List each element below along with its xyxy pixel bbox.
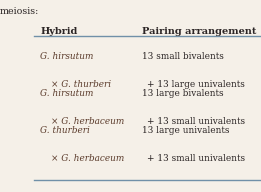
Text: + 13 small univalents: + 13 small univalents: [147, 117, 246, 126]
Text: Pairing arrangement: Pairing arrangement: [142, 27, 257, 36]
Text: 13 large bivalents: 13 large bivalents: [142, 89, 224, 98]
Text: 13 large univalents: 13 large univalents: [142, 126, 230, 135]
Text: + 13 small univalents: + 13 small univalents: [147, 154, 246, 163]
Text: × G. herbaceum: × G. herbaceum: [51, 117, 124, 126]
Text: meiosis:: meiosis:: [0, 7, 39, 16]
Text: G. hirsutum: G. hirsutum: [40, 52, 94, 61]
Text: Hybrid: Hybrid: [40, 27, 78, 36]
Text: G. thurberi: G. thurberi: [40, 126, 90, 135]
Text: × G. thurberi: × G. thurberi: [51, 80, 111, 89]
Text: G. hirsutum: G. hirsutum: [40, 89, 94, 98]
Text: 13 small bivalents: 13 small bivalents: [142, 52, 224, 61]
Text: + 13 large univalents: + 13 large univalents: [147, 80, 245, 89]
Text: × G. herbaceum: × G. herbaceum: [51, 154, 124, 163]
